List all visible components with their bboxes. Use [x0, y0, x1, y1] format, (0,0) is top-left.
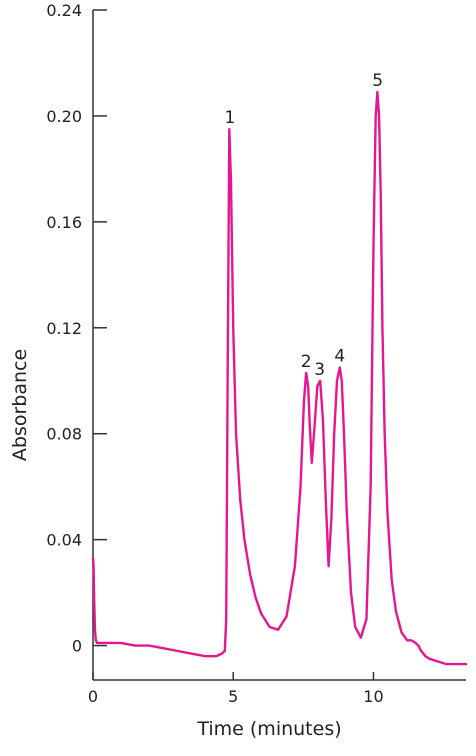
y-tick-label: 0.12 [46, 319, 82, 338]
absorbance-trace-line [91, 90, 468, 666]
peak-label-4: 4 [334, 347, 345, 367]
x-axis-title: Time (minutes) [196, 718, 341, 740]
y-tick-label: 0.24 [46, 1, 82, 20]
x-tick-label: 0 [88, 687, 98, 706]
chart-axes [92, 10, 466, 681]
x-tick-label: 10 [363, 687, 383, 706]
peak-labels: 1 2 34 5 [224, 71, 383, 380]
y-tick-label: 0.04 [46, 531, 82, 550]
x-tick-label: 5 [228, 687, 238, 706]
y-tick-label: 0 [72, 637, 82, 656]
peak-label-5: 5 [372, 71, 383, 91]
y-tick-label: 0.20 [46, 107, 82, 126]
y-tick-label: 0.08 [46, 425, 82, 444]
y-axis-title: Absorbance [9, 349, 31, 461]
y-tick-label: 0.16 [46, 213, 82, 232]
peak-label-3: 3 [314, 360, 325, 380]
peak-label-1: 1 [224, 108, 235, 128]
peak-label-2: 2 [301, 352, 312, 372]
y-axis-ticks: 0 0.04 0.08 0.12 0.16 0.20 0.24 [46, 1, 107, 656]
x-axis-ticks: 0 5 10 [88, 672, 384, 706]
